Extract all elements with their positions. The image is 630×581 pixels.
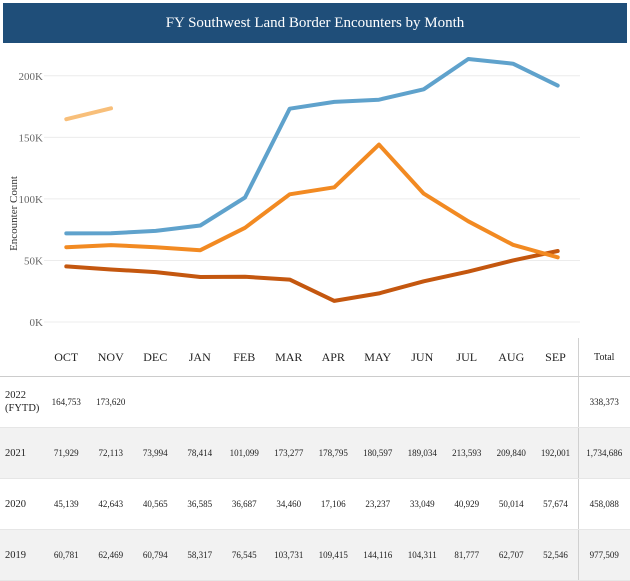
value-cell: 104,311: [400, 529, 445, 581]
value-cell: 62,707: [489, 529, 534, 581]
month-header: JAN: [177, 338, 222, 377]
year-header: [0, 338, 44, 377]
value-cell: 213,593: [444, 427, 489, 479]
y-tick-label: 100K: [19, 194, 44, 206]
value-cell: 40,929: [444, 478, 489, 530]
series-line-2021: [64, 57, 560, 236]
value-cell: 81,777: [444, 529, 489, 581]
value-cell: 60,781: [44, 529, 89, 581]
value-cell: 109,415: [311, 529, 356, 581]
total-header: Total: [577, 338, 630, 377]
value-cell: [533, 376, 578, 428]
month-header: NOV: [88, 338, 133, 377]
y-tick-label: 150K: [19, 132, 44, 144]
table-row: 2019 60,781 62,469 60,794 58,317 76,545 103,73…: [0, 529, 630, 581]
value-cell: 42,643: [88, 478, 133, 530]
y-tick-label: 0K: [30, 317, 44, 329]
value-cell: [177, 376, 222, 428]
value-cell: 78,414: [177, 427, 222, 479]
total-cell: 338,373: [577, 376, 630, 428]
total-cell: 458,088: [577, 478, 630, 530]
table-header-row: OCT NOV DEC JAN FEB MAR APR MAY JUN JUL AUG SEP Tota…: [0, 338, 630, 377]
value-cell: 173,277: [266, 427, 311, 479]
month-header: DEC: [133, 338, 178, 377]
month-header: MAR: [266, 338, 311, 377]
value-cell: 52,546: [533, 529, 578, 581]
year-label: 2020: [5, 498, 26, 510]
table-row: 2020 45,139 42,643 40,565 36,585 36,687 34,460…: [0, 478, 630, 530]
series-line-2019: [64, 142, 560, 260]
value-cell: 23,237: [355, 478, 400, 530]
value-cell: 40,565: [133, 478, 178, 530]
value-cell: 76,545: [222, 529, 267, 581]
value-cell: 209,840: [489, 427, 534, 479]
value-cell: 173,620: [88, 376, 133, 428]
month-header: AUG: [489, 338, 534, 377]
year-cell: 2020: [0, 478, 44, 530]
month-header: SEP: [533, 338, 578, 377]
month-header: MAY: [355, 338, 400, 377]
value-cell: 164,753: [44, 376, 89, 428]
month-header: JUL: [444, 338, 489, 377]
year-cell: 2022 (FYTD): [0, 376, 44, 428]
value-cell: 45,139: [44, 478, 89, 530]
value-cell: 57,674: [533, 478, 578, 530]
year-cell: 2019: [0, 529, 44, 581]
year-sublabel: (FYTD): [5, 403, 40, 414]
value-cell: 101,099: [222, 427, 267, 479]
value-cell: [400, 376, 445, 428]
value-cell: 73,994: [133, 427, 178, 479]
value-cell: 71,929: [44, 427, 89, 479]
series-line-2020: [64, 249, 560, 303]
value-cell: 33,049: [400, 478, 445, 530]
value-cell: 58,317: [177, 529, 222, 581]
y-axis-label: Encounter Count: [8, 176, 20, 251]
value-cell: [311, 376, 356, 428]
value-cell: [355, 376, 400, 428]
y-tick-label: 50K: [24, 255, 43, 267]
value-cell: [266, 376, 311, 428]
value-cell: [489, 376, 534, 428]
value-cell: 36,687: [222, 478, 267, 530]
value-cell: 60,794: [133, 529, 178, 581]
year-label: 2021: [5, 447, 26, 459]
value-cell: [222, 376, 267, 428]
month-header: OCT: [44, 338, 89, 377]
data-table: OCT NOV DEC JAN FEB MAR APR MAY JUN JUL AUG SEP Tota…: [0, 338, 630, 581]
total-cell: 1,734,686: [577, 427, 630, 479]
month-header: JUN: [400, 338, 445, 377]
year-label: 2019: [5, 549, 26, 561]
chart-title: FY Southwest Land Border Encounters by M…: [3, 3, 627, 43]
year-label: 2022: [5, 390, 26, 401]
total-cell: 977,509: [577, 529, 630, 581]
value-cell: 36,585: [177, 478, 222, 530]
table-row: 2021 71,929 72,113 73,994 78,414 101,099 173,2…: [0, 427, 630, 479]
value-cell: 62,469: [88, 529, 133, 581]
value-cell: 50,014: [489, 478, 534, 530]
value-cell: 72,113: [88, 427, 133, 479]
month-header: APR: [311, 338, 356, 377]
value-cell: 189,034: [400, 427, 445, 479]
year-cell: 2021: [0, 427, 44, 479]
line-chart: 0K 50K 100K 150K 200K Encounter Count: [8, 57, 580, 329]
y-tick-label: 200K: [19, 71, 44, 83]
value-cell: 34,460: [266, 478, 311, 530]
value-cell: 180,597: [355, 427, 400, 479]
value-cell: 103,731: [266, 529, 311, 581]
table-row: 2022 (FYTD) 164,753 173,620 338,373: [0, 376, 630, 428]
value-cell: 192,001: [533, 427, 578, 479]
value-cell: 178,795: [311, 427, 356, 479]
value-cell: 144,116: [355, 529, 400, 581]
month-header: FEB: [222, 338, 267, 377]
value-cell: 17,106: [311, 478, 356, 530]
value-cell: [444, 376, 489, 428]
value-cell: [133, 376, 178, 428]
series-line-2022: [64, 106, 113, 122]
